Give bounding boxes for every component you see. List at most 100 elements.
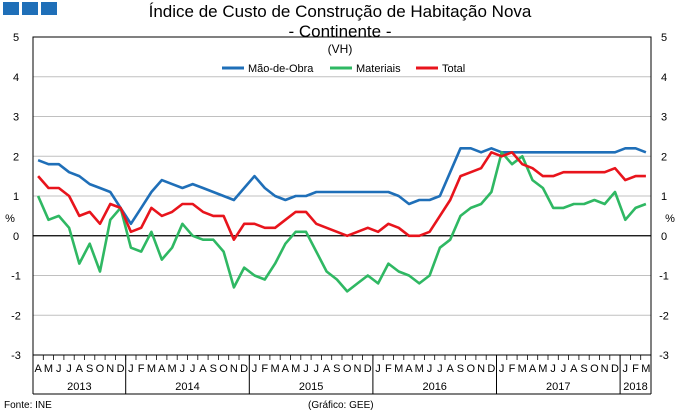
legend-label: Total <box>442 63 465 75</box>
x-month-label: D <box>611 363 619 375</box>
x-month-label: J <box>190 363 196 375</box>
axis-labels: 5 54 43 32 21 10 0-1 -1-2 -2-3 -3% %A M J J A S O N D J F M A M… <box>5 32 675 393</box>
series-lines <box>36 147 647 293</box>
x-month-label: M <box>394 363 403 375</box>
brand-logo-block-2 <box>22 2 38 15</box>
brand-logo-block-1 <box>3 2 19 15</box>
x-month-label: D <box>240 363 248 375</box>
x-year-label: 2016 <box>422 381 446 393</box>
legend-label: Materiais <box>356 63 401 75</box>
series-line-m-o-de-obra <box>37 147 647 226</box>
x-month-label: J <box>427 363 433 375</box>
x-month-label: N <box>230 363 238 375</box>
graphic-credit: (Gráfico: GEE) <box>308 400 374 411</box>
y-tick-label-right: -3 <box>659 350 669 362</box>
x-month-label: N <box>106 363 114 375</box>
x-month-label: S <box>210 363 217 375</box>
x-month-label: A <box>570 363 578 375</box>
x-year-label: 2018 <box>623 381 647 393</box>
x-month-label: N <box>477 363 485 375</box>
x-month-label: J <box>437 363 443 375</box>
x-month-label: J <box>252 363 258 375</box>
x-month-label: F <box>138 363 145 375</box>
x-month-label: D <box>364 363 372 375</box>
chart-unit-note: (VH) <box>327 42 353 56</box>
y-tick-label-right: 4 <box>661 72 667 84</box>
x-month-label: F <box>261 363 268 375</box>
brand-logo-block-3 <box>41 2 57 15</box>
y-tick-label-right: 5 <box>661 32 667 44</box>
x-month-label: M <box>538 363 547 375</box>
axes <box>32 36 652 395</box>
chart-subtitle: - Continente - <box>288 22 392 41</box>
x-year-label: 2015 <box>299 381 323 393</box>
x-month-label: M <box>270 363 279 375</box>
x-month-label: A <box>158 363 166 375</box>
x-month-label: O <box>219 363 228 375</box>
x-year-label: 2013 <box>67 381 91 393</box>
x-month-label: J <box>180 363 186 375</box>
x-month-label: A <box>405 363 413 375</box>
x-month-label: M <box>44 363 53 375</box>
y-tick-label-right: 0 <box>661 231 667 243</box>
x-month-label: J <box>66 363 72 375</box>
x-month-label: N <box>353 363 361 375</box>
x-month-label: S <box>580 363 587 375</box>
y-tick-label-left: 2 <box>13 151 19 163</box>
y-tick-label-left: 4 <box>13 72 19 84</box>
x-month-label: F <box>385 363 392 375</box>
y-axis-label-right: % <box>665 213 675 225</box>
x-month-label: J <box>314 363 320 375</box>
x-month-label: S <box>333 363 340 375</box>
x-month-label: F <box>632 363 639 375</box>
x-month-label: M <box>415 363 424 375</box>
x-month-label: A <box>446 363 454 375</box>
x-month-label: J <box>623 363 629 375</box>
legend-label: Mão-de-Obra <box>248 63 314 75</box>
x-year-label: 2017 <box>546 381 570 393</box>
x-month-label: A <box>529 363 537 375</box>
y-tick-label-right: -1 <box>659 271 669 283</box>
series-line-materiais <box>36 151 647 293</box>
x-month-label: J <box>303 363 309 375</box>
x-month-label: F <box>509 363 516 375</box>
x-month-label: A <box>199 363 207 375</box>
series-line-total <box>37 151 646 241</box>
y-tick-label-left: -3 <box>11 350 21 362</box>
y-tick-label-left: 0 <box>13 231 19 243</box>
x-month-label: A <box>323 363 331 375</box>
x-month-label: J <box>499 363 505 375</box>
x-month-label: M <box>518 363 527 375</box>
x-month-label: O <box>590 363 599 375</box>
x-month-label: A <box>34 363 42 375</box>
chart-title: Índice de Custo de Construção de Habitaç… <box>148 2 532 21</box>
y-tick-label-right: 1 <box>661 191 667 203</box>
x-month-label: A <box>76 363 84 375</box>
x-month-label: O <box>466 363 475 375</box>
legend: Mão-de-Obra Materiais Total <box>222 63 465 75</box>
y-tick-label-left: 3 <box>13 112 19 124</box>
x-month-label: O <box>343 363 352 375</box>
x-month-label: S <box>86 363 93 375</box>
x-month-label: S <box>457 363 464 375</box>
x-month-label: J <box>128 363 134 375</box>
x-month-label: N <box>601 363 609 375</box>
x-month-label: J <box>375 363 381 375</box>
y-tick-label-left: 5 <box>13 32 19 44</box>
y-tick-label-left: -2 <box>11 310 21 322</box>
y-tick-label-right: 2 <box>661 151 667 163</box>
x-month-label: J <box>561 363 567 375</box>
source-note: Fonte: INE <box>4 400 52 411</box>
x-month-label: J <box>550 363 556 375</box>
x-month-label: D <box>117 363 125 375</box>
x-year-label: 2014 <box>175 381 199 393</box>
y-tick-label-right: 3 <box>661 112 667 124</box>
x-month-label: M <box>147 363 156 375</box>
x-month-label: M <box>641 363 650 375</box>
y-axis-label-left: % <box>5 213 15 225</box>
x-month-label: O <box>96 363 105 375</box>
y-tick-label-left: 1 <box>13 191 19 203</box>
x-month-label: M <box>291 363 300 375</box>
y-tick-label-right: -2 <box>659 310 669 322</box>
